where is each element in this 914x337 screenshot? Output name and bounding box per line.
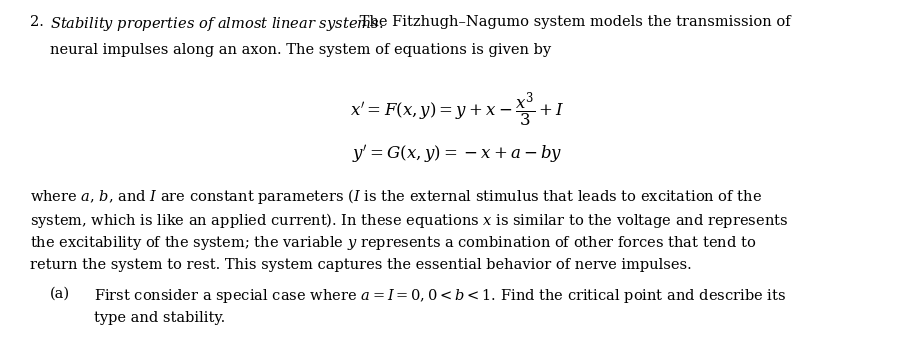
Text: $\it{Stability\ properties\ of\ almost\ linear\ systems.}$: $\it{Stability\ properties\ of\ almost\ … (50, 15, 384, 33)
Text: neural impulses along an axon. The system of equations is given by: neural impulses along an axon. The syste… (50, 43, 551, 57)
Text: $x' = F(x,y) = y + x - \dfrac{x^3}{3} + I$: $x' = F(x,y) = y + x - \dfrac{x^3}{3} + … (350, 91, 564, 130)
Text: return the system to rest. This system captures the essential behavior of nerve : return the system to rest. This system c… (30, 258, 692, 272)
Text: where $a$, $b$, and $I$ are constant parameters ($I$ is the external stimulus th: where $a$, $b$, and $I$ are constant par… (30, 187, 762, 206)
Text: the excitability of the system; the variable $y$ represents a combination of oth: the excitability of the system; the vari… (30, 234, 756, 252)
Text: $y' = G(x,y) = -x + a - by$: $y' = G(x,y) = -x + a - by$ (352, 143, 562, 165)
Text: First consider a special case where $a = I = 0, 0 < b < 1$. Find the critical po: First consider a special case where $a =… (94, 287, 786, 305)
Text: (a): (a) (50, 287, 70, 301)
Text: The Fitzhugh–Nagumo system models the transmission of: The Fitzhugh–Nagumo system models the tr… (355, 15, 791, 29)
Text: 2.: 2. (30, 15, 44, 29)
Text: system, which is like an applied current). In these equations $x$ is similar to : system, which is like an applied current… (30, 211, 789, 229)
Text: type and stability.: type and stability. (94, 311, 226, 325)
